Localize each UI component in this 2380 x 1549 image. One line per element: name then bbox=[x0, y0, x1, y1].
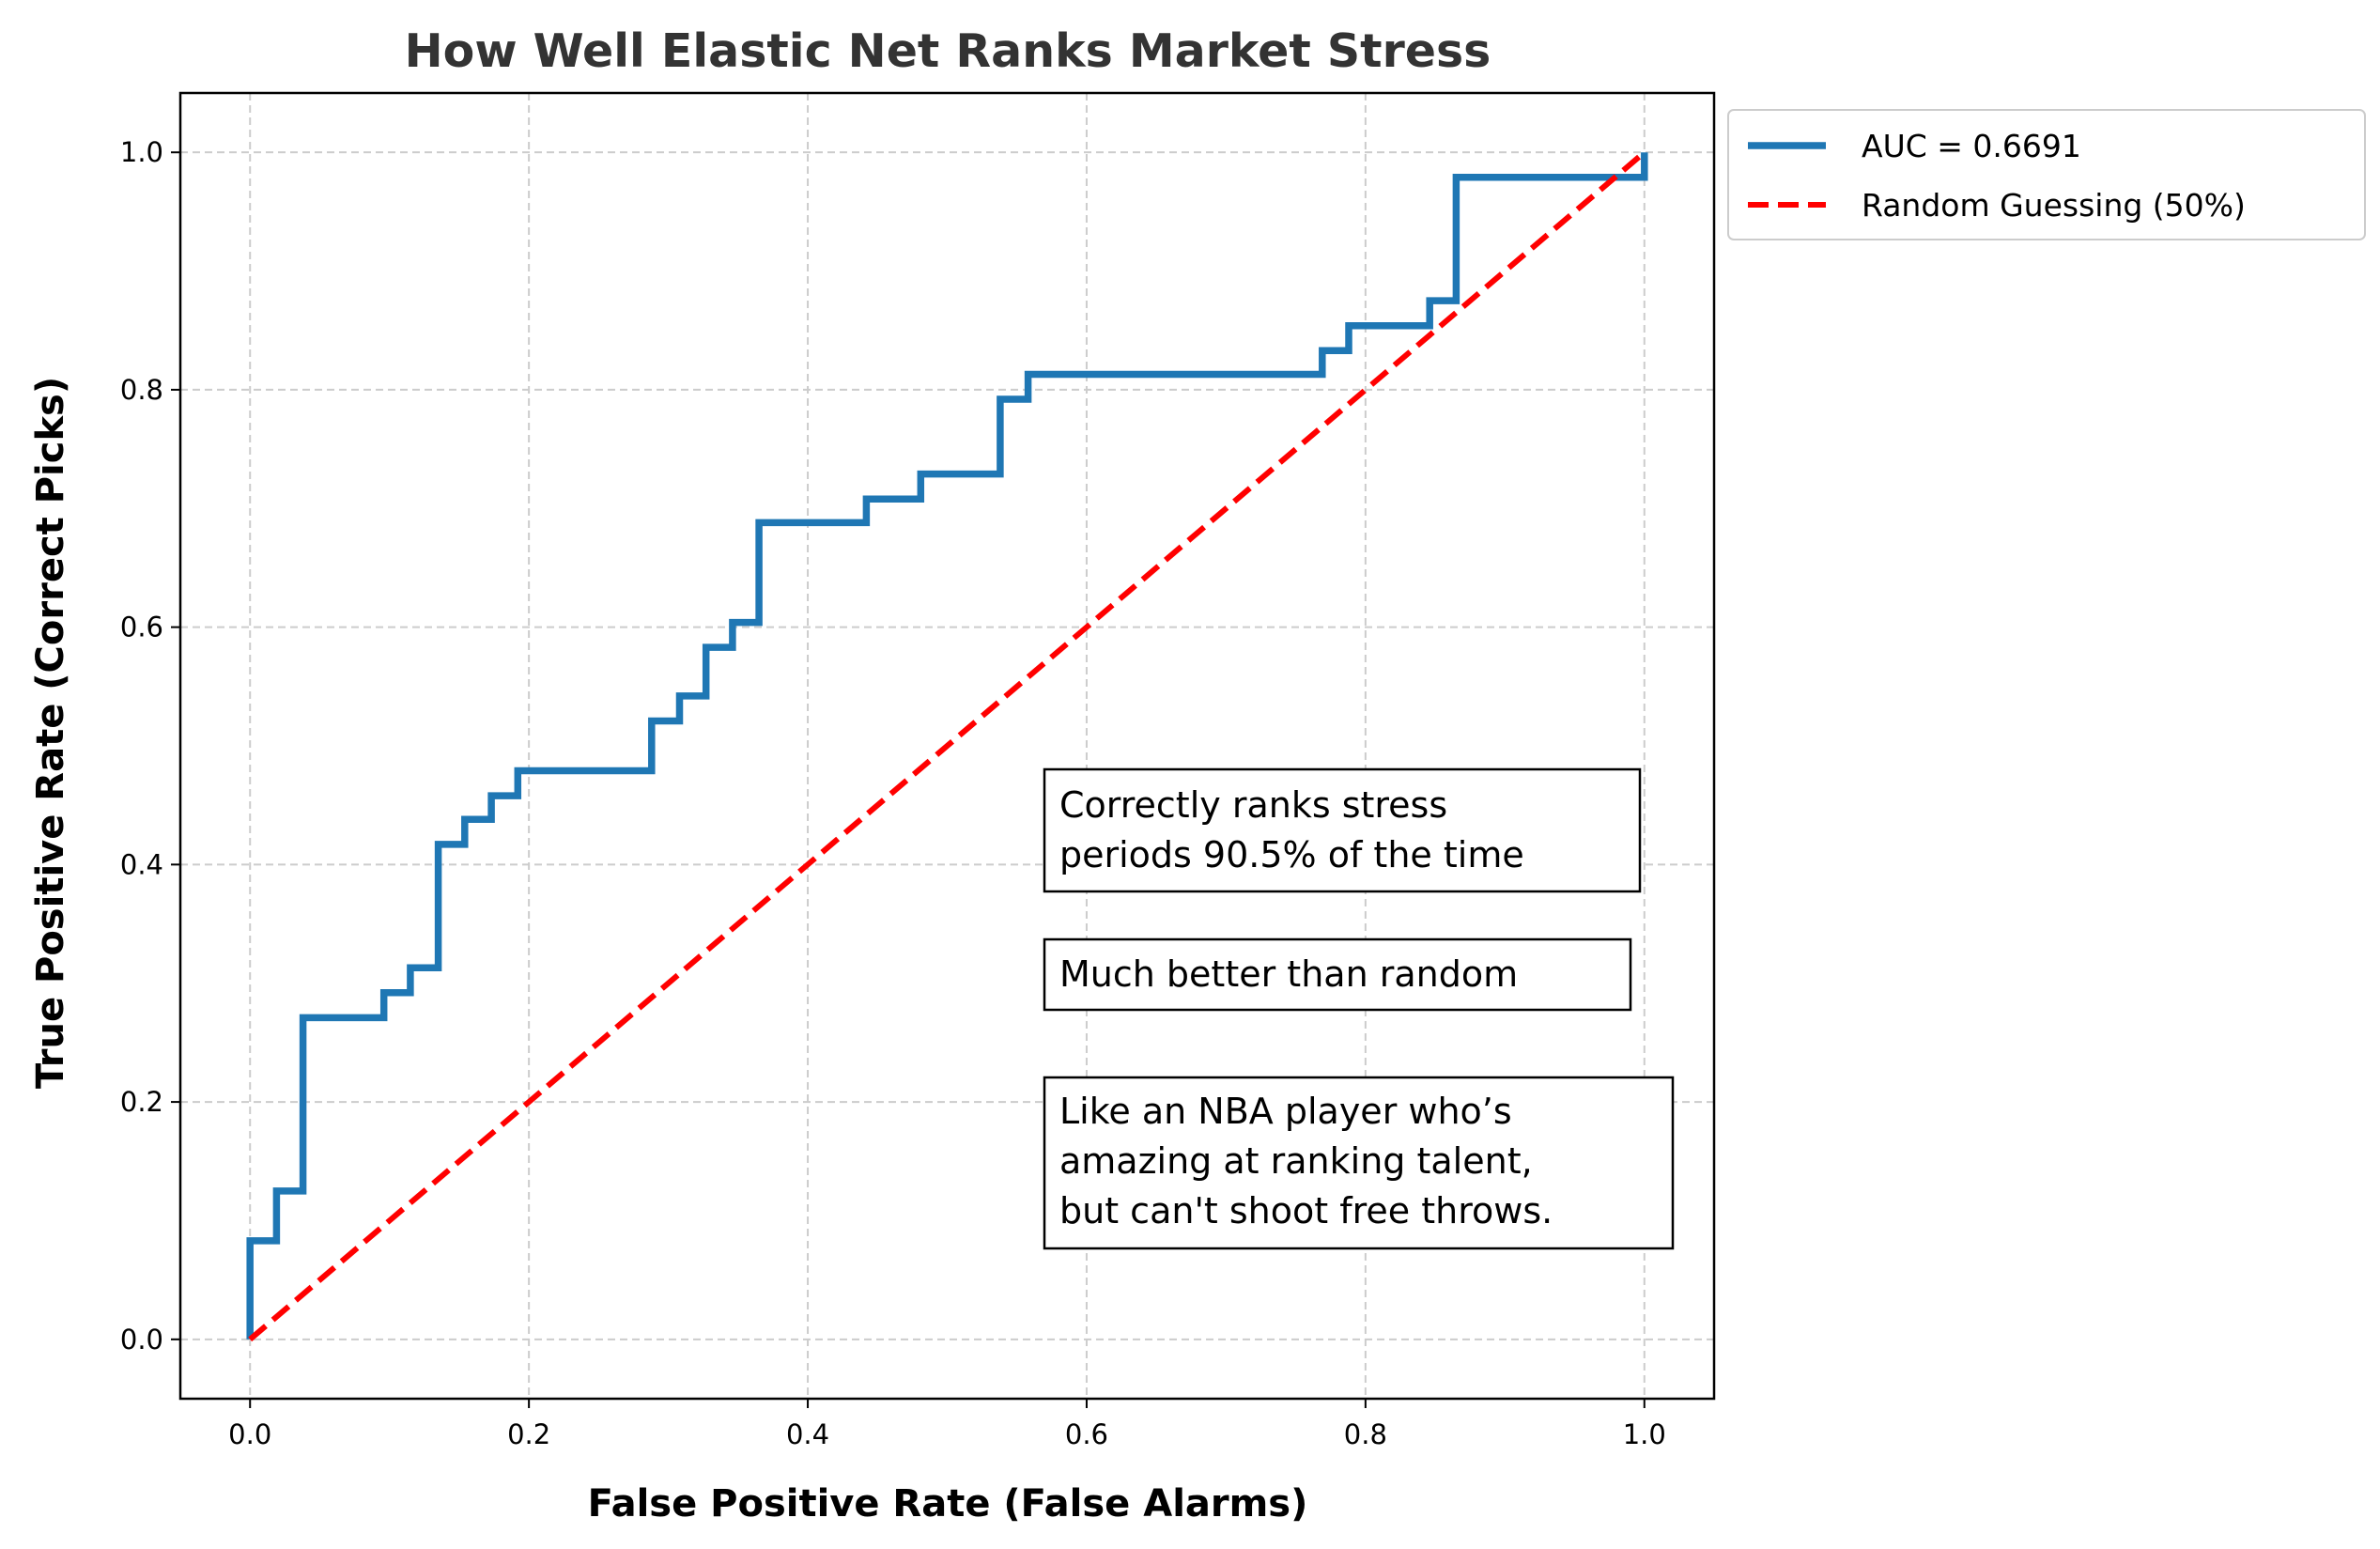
y-tick-label: 0.4 bbox=[120, 848, 163, 880]
annotations: Correctly ranks stress periods 90.5% of t… bbox=[1043, 767, 1675, 1250]
plot-frame bbox=[178, 91, 1716, 1401]
legend-box bbox=[1727, 109, 2366, 240]
y-tick-label: 0.8 bbox=[120, 374, 163, 406]
annotation-box: Correctly ranks stress periods 90.5% of t… bbox=[1043, 767, 1642, 893]
annotation-line: Like an NBA player who’s bbox=[1059, 1091, 1512, 1132]
roc-curve bbox=[246, 152, 1648, 1340]
plot-series bbox=[246, 149, 1648, 1342]
y-tick-label: 0.2 bbox=[120, 1086, 163, 1118]
axis-ticks: 0.0 0.2 0.4 0.6 0.8 1.0 0.0 0.2 0.4 0.6 0.8 1.0 bbox=[120, 136, 1666, 1450]
y-tick-label: 0.6 bbox=[120, 612, 163, 643]
x-tick-label: 0.2 bbox=[507, 1418, 550, 1450]
legend-label: Random Guessing (50%) bbox=[1862, 187, 2246, 224]
x-tick-label: 0.8 bbox=[1344, 1418, 1387, 1450]
annotation-line: but can't shoot free throws. bbox=[1059, 1190, 1553, 1231]
x-tick-label: 1.0 bbox=[1623, 1418, 1666, 1450]
x-tick-label: 0.6 bbox=[1065, 1418, 1108, 1450]
annotation-frame bbox=[1043, 767, 1642, 893]
y-tick-label: 1.0 bbox=[120, 136, 163, 168]
annotation-box: Like an NBA player who’s amazing at ranki… bbox=[1043, 1076, 1675, 1250]
chart-title: How Well Elastic Net Ranks Market Stress bbox=[405, 24, 1491, 78]
x-tick-label: 0.4 bbox=[786, 1418, 829, 1450]
annotation-line: Correctly ranks stress bbox=[1059, 784, 1447, 826]
random-guess-line bbox=[248, 149, 1646, 1342]
x-tick-label: 0.0 bbox=[228, 1418, 271, 1450]
legend-label: AUC = 0.6691 bbox=[1862, 128, 2081, 164]
legend: AUC = 0.6691 Random Guessing (50%) bbox=[1727, 109, 2366, 240]
x-axis-label: False Positive Rate (False Alarms) bbox=[588, 1482, 1308, 1526]
annotation-line: amazing at ranking talent, bbox=[1059, 1140, 1533, 1182]
annotation-line: Much better than random bbox=[1059, 953, 1518, 995]
annotation-frame bbox=[1043, 937, 1632, 1012]
annotation-box: Much better than random bbox=[1043, 937, 1632, 1012]
annotation-frame bbox=[1043, 1076, 1675, 1250]
y-axis-label: True Positive Rate (Correct Picks) bbox=[29, 377, 72, 1089]
annotation-line: periods 90.5% of the time bbox=[1059, 834, 1524, 875]
y-tick-label: 0.0 bbox=[120, 1324, 163, 1355]
